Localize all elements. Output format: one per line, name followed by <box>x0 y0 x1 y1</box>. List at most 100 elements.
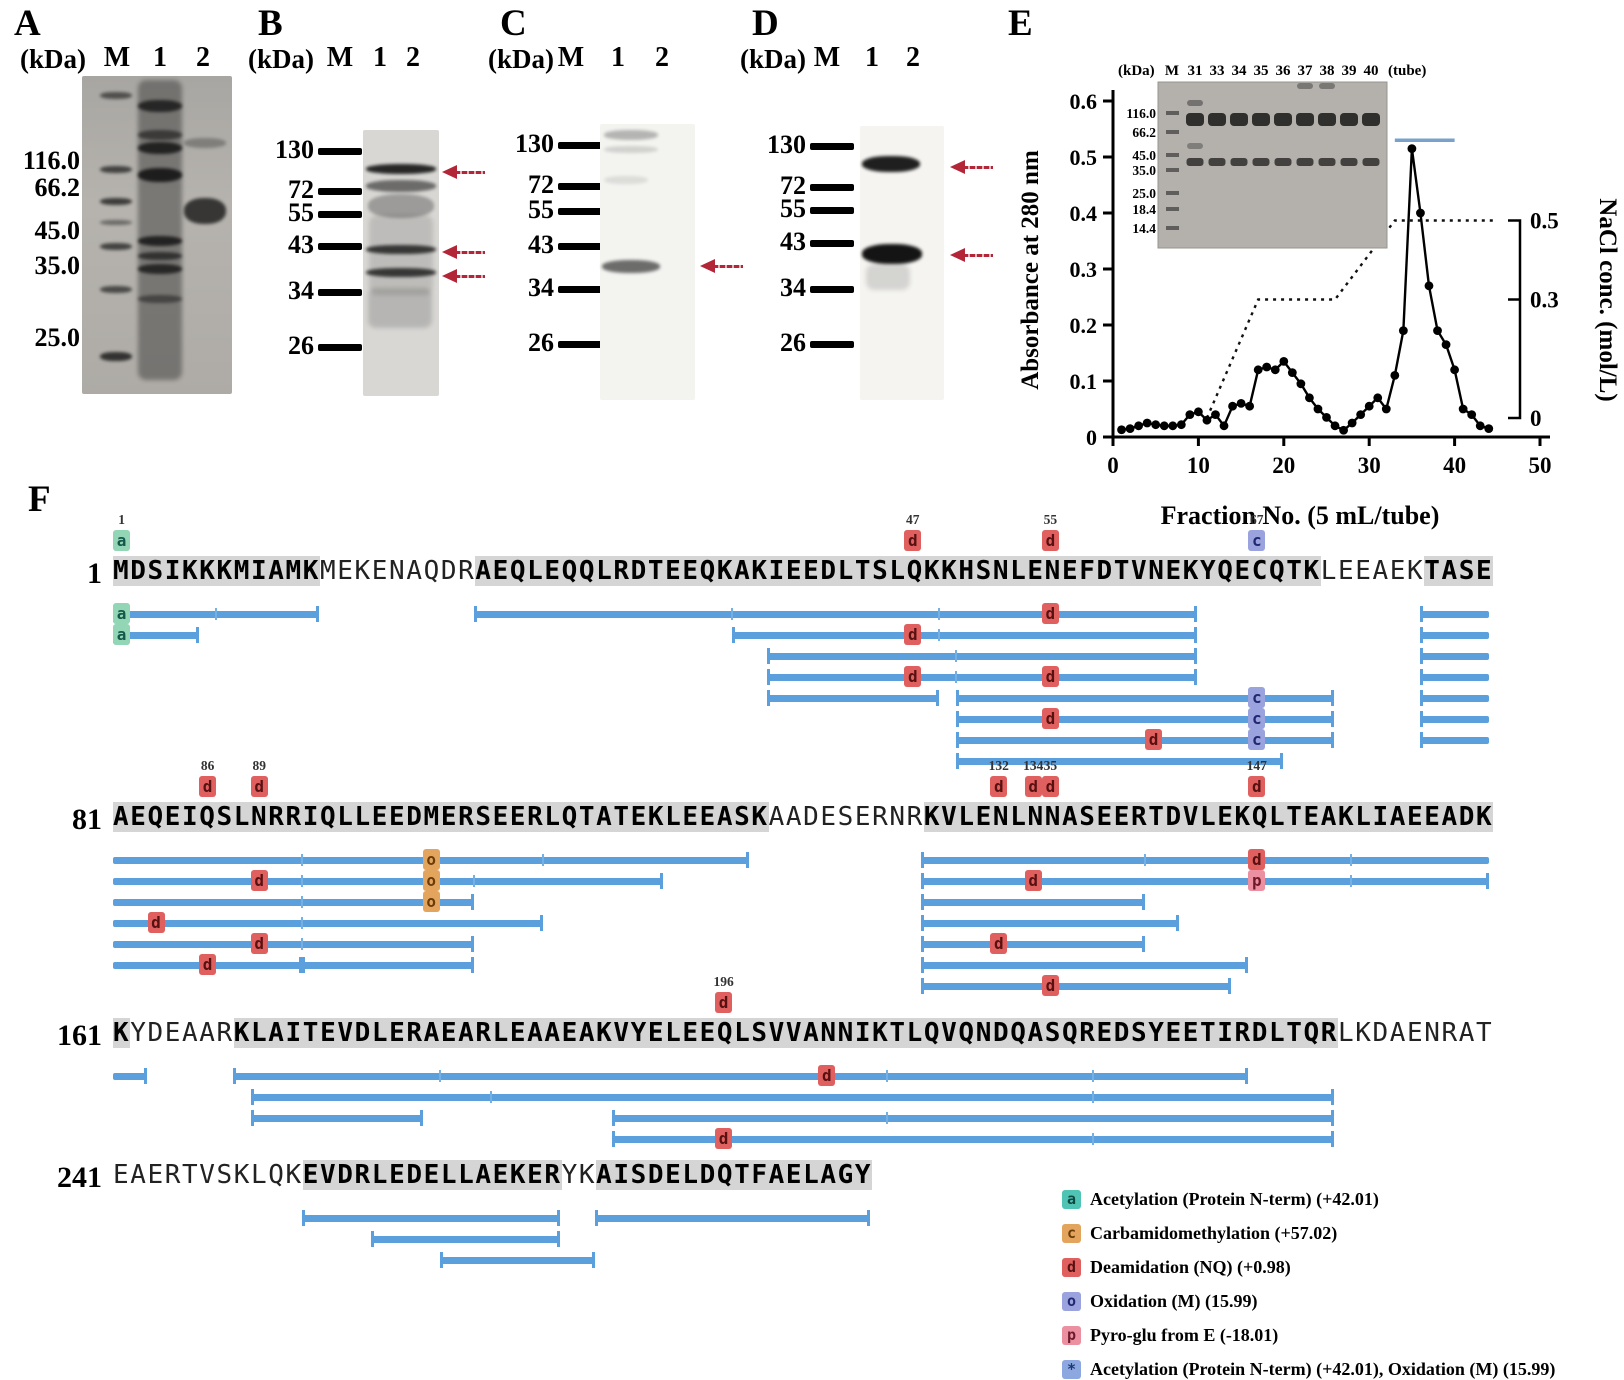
cleavage-tick <box>885 1070 888 1082</box>
peptide-bar-cap <box>1331 732 1335 748</box>
mod-position-label: 134 <box>1023 758 1044 773</box>
mod-mark-d: d <box>1041 530 1059 551</box>
peptide-bar-cap <box>921 978 925 994</box>
lane-label-D-M: M <box>813 42 841 73</box>
peptide-bar <box>250 1108 423 1128</box>
marker-dash-D <box>810 143 854 150</box>
peptide-bar <box>1420 604 1489 624</box>
absorbance-point <box>1253 365 1263 375</box>
lane-label-A-M: M <box>103 42 131 73</box>
absorbance-point <box>1142 418 1152 428</box>
peptide-bar: d <box>921 975 1231 996</box>
covered-sequence-segment: TASE <box>1424 556 1494 586</box>
peptide-bar-cap <box>1227 978 1231 994</box>
arrow-tail <box>455 170 485 174</box>
gel-band-B <box>369 215 433 295</box>
peptide-bar-cap <box>611 1131 615 1147</box>
gel-band-A <box>100 198 132 205</box>
peptide-bar-cap <box>921 894 925 910</box>
legend-swatch-p: p <box>1062 1326 1081 1345</box>
inset-band-lower <box>1230 158 1248 166</box>
arrow-tail <box>455 274 485 278</box>
y-tick-label: 0.4 <box>1070 201 1098 226</box>
absorbance-point <box>1236 399 1246 408</box>
peptide-bar-cap <box>1420 690 1424 706</box>
absorbance-point <box>1176 420 1186 430</box>
inset-band-upper <box>1230 113 1248 126</box>
y-tick-label: 0.2 <box>1070 313 1098 338</box>
inset-tube-label: 33 <box>1210 63 1225 79</box>
lane-label-B-2: 2 <box>406 42 420 73</box>
marker-label-A: 66.2 <box>34 173 81 202</box>
covered-sequence-segment: EVDRLEDELLAEKER <box>302 1160 562 1190</box>
gel-band-A <box>138 295 182 303</box>
lane-label-A-1: 1 <box>153 42 167 73</box>
marker-label-A: 116.0 <box>22 146 80 175</box>
cleavage-tick <box>731 608 734 620</box>
inset-tube-label: 37 <box>1298 63 1314 79</box>
absorbance-point <box>1185 410 1195 419</box>
legend-label: Carbamidomethylation (+57.02) <box>1090 1223 1338 1243</box>
mod-mark-c: c <box>1248 530 1266 551</box>
y-axis-title-left: Absorbance at 280 nm <box>1017 150 1044 390</box>
marker-dash-B <box>318 243 362 250</box>
lane-label-B-1: 1 <box>373 42 387 73</box>
covered-sequence-segment: KVLENLNNASEERTDVLEKQLTEAKLIAEEADK <box>923 802 1494 832</box>
inset-band-lower <box>1186 158 1204 166</box>
peptide-bar-cap <box>1420 732 1424 748</box>
peptide-bar-cap <box>746 852 750 868</box>
right-tick-label: 0.5 <box>1530 209 1559 234</box>
cleavage-tick <box>301 854 304 866</box>
peptide-bar-line <box>371 1236 561 1243</box>
marker-label-D: 55 <box>780 194 806 223</box>
peptide-bar-cap <box>766 648 770 664</box>
gel-band-A <box>184 198 226 224</box>
panel-e-label: E <box>1008 3 1033 44</box>
arrow-head-icon <box>950 160 965 174</box>
peptide-bar <box>371 1229 561 1249</box>
absorbance-point <box>1228 401 1237 411</box>
gel-band-A <box>138 252 182 260</box>
peptide-bar-line <box>113 878 664 885</box>
uncovered-sequence-segment: LEEAEK <box>1320 556 1425 586</box>
peptide-bar-cap <box>1420 606 1424 622</box>
peptide-bar-cap <box>1331 1089 1335 1105</box>
inset-tube-caption: (tube) <box>1388 63 1426 79</box>
peptide-bar-cap <box>591 1252 595 1268</box>
chart-el <box>1319 83 1335 89</box>
cleavage-tick <box>937 629 940 641</box>
peptide-bar-cap <box>1141 894 1145 910</box>
absorbance-point <box>1296 379 1306 389</box>
peptide-bar <box>594 1208 870 1228</box>
peptide-bar-line <box>921 899 1145 906</box>
arrow-tail <box>963 253 993 257</box>
gel-band-B <box>366 268 436 277</box>
x-tick-label: 30 <box>1358 453 1381 478</box>
absorbance-point <box>1202 415 1212 425</box>
peptide-bar <box>302 955 475 975</box>
peptide-bar-line <box>955 737 1335 744</box>
marker-dash-C <box>558 243 602 250</box>
peptide-bar-cap <box>921 915 925 931</box>
mod-mark-o: o <box>422 891 440 912</box>
peptide-bar-line <box>611 1136 1335 1143</box>
inset-tube-label: 39 <box>1342 63 1357 79</box>
absorbance-point <box>1441 340 1451 349</box>
peptide-bar <box>113 1066 148 1086</box>
inset-marker-lane-label: M <box>1165 63 1179 79</box>
nacl-gradient-line <box>1205 219 1498 419</box>
peptide-bar-cap <box>557 1231 561 1247</box>
peptide-bar: d <box>113 933 475 954</box>
gel-band-B <box>368 194 434 218</box>
absorbance-point <box>1270 365 1280 375</box>
peptide-bar-line <box>955 716 1335 723</box>
band-arrow-D <box>950 247 994 263</box>
marker-label-C: 72 <box>528 170 554 199</box>
inset-marker-label: 66.2 <box>1132 125 1156 140</box>
inset-band-lower <box>1318 158 1336 166</box>
peptide-bar: d <box>921 849 1489 870</box>
marker-dash-D <box>810 184 854 191</box>
peptide-bar-cap <box>471 936 475 952</box>
mod-mark-d: d <box>1024 870 1042 891</box>
marker-dash-C <box>558 341 602 348</box>
